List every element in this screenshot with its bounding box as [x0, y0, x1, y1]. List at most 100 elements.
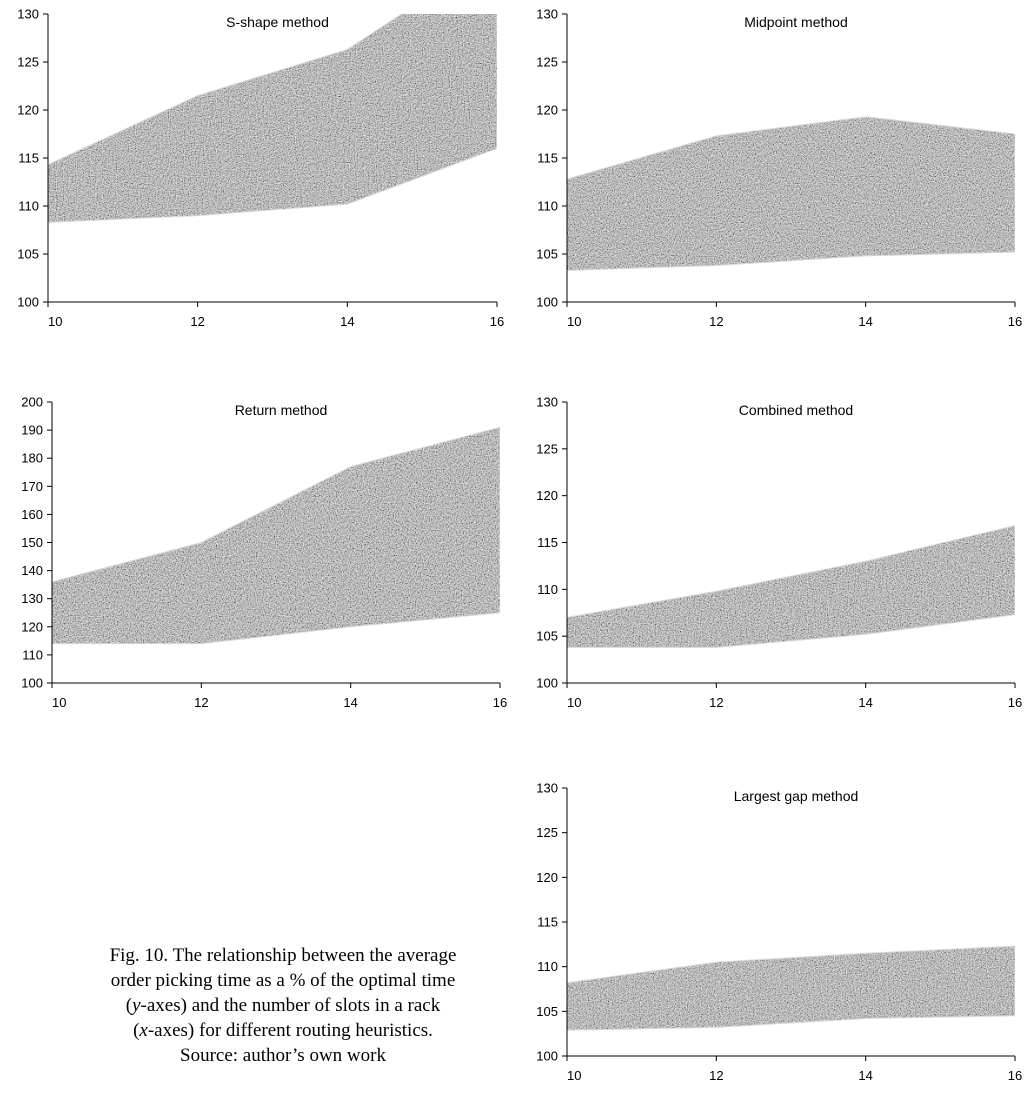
- caption-line-4: (x-axes) for different routing heuristic…: [58, 1018, 508, 1043]
- x-tick-label: 16: [490, 314, 504, 329]
- chart-svg: 100 105 110 115 120 125 130 10 12 14 16 Midpoint me…: [536, 7, 1022, 330]
- y-tick-label: 100: [536, 676, 558, 691]
- y-tick-label: 120: [536, 870, 558, 885]
- caption-line-5: Source: author’s own work: [180, 1045, 386, 1066]
- y-tick-label: 130: [536, 7, 558, 22]
- y-tick-label: 110: [537, 959, 558, 974]
- chart-return: 100 110 120 130 140 150 160 170 180 190 200 10 12 14 1…: [0, 380, 515, 725]
- range-band: [567, 402, 1015, 683]
- y-tick-label: 110: [22, 647, 43, 662]
- x-tick-label: 10: [567, 314, 581, 329]
- x-tick-label: 10: [48, 314, 62, 329]
- caption-line-4-post: -axes) for different routing heuristics.: [147, 1020, 433, 1041]
- y-tick-label: 130: [21, 591, 43, 606]
- caption-line-3-post: -axes) and the number of slots in a rack: [140, 995, 441, 1016]
- y-tick-label: 130: [536, 395, 558, 410]
- x-tick-label: 12: [709, 695, 723, 710]
- y-tick-label: 120: [536, 103, 558, 118]
- chart-title: Combined method: [739, 402, 853, 418]
- y-tick-label: 125: [536, 55, 558, 70]
- range-band: [48, 14, 497, 302]
- y-tick-label: 115: [537, 151, 558, 166]
- y-tick-label: 190: [21, 423, 43, 438]
- caption-line-4-pre: (: [133, 1020, 140, 1041]
- range-band-edge: [567, 116, 1015, 271]
- x-tick-label: 16: [493, 695, 507, 710]
- x-tick-label: 14: [858, 314, 872, 329]
- x-tick-label: 14: [858, 1068, 872, 1083]
- figure-caption: Fig. 10. The relationship between the av…: [58, 943, 508, 1068]
- x-tick-label: 12: [194, 695, 208, 710]
- range-band-texture: [48, 14, 497, 302]
- caption-line-3: (y-axes) and the number of slots in a ra…: [58, 993, 508, 1018]
- y-tick-label: 120: [17, 103, 39, 118]
- y-tick-label: 200: [21, 395, 43, 410]
- range-band-edge: [48, 14, 497, 223]
- y-tick-label: 105: [536, 1004, 558, 1019]
- y-tick-label: 105: [536, 247, 558, 262]
- range-band-edge: [567, 525, 1015, 648]
- y-tick-label: 115: [537, 915, 558, 930]
- caption-y-var: y: [132, 995, 141, 1016]
- y-tick-label: 100: [536, 1049, 558, 1064]
- x-tick-label: 10: [567, 695, 581, 710]
- range-band-edge: [567, 945, 1015, 1031]
- range-band-texture: [52, 402, 500, 683]
- range-band-texture: [567, 788, 1015, 1056]
- range-band: [52, 402, 500, 683]
- y-tick-label: 130: [536, 781, 558, 796]
- x-tick-label: 16: [1008, 314, 1022, 329]
- y-tick-label: 100: [17, 295, 39, 310]
- y-tick-label: 115: [18, 151, 39, 166]
- range-band-texture: [567, 14, 1015, 302]
- chart-title: Largest gap method: [734, 788, 859, 804]
- y-tick-label: 120: [536, 488, 558, 503]
- range-band: [567, 788, 1015, 1056]
- x-tick-label: 14: [858, 695, 872, 710]
- y-tick-label: 115: [537, 535, 558, 550]
- y-tick-label: 110: [537, 582, 558, 597]
- chart-s-shape: 100 105 110 115 120 125 130 10 12 14 16 S-shape met…: [0, 0, 515, 345]
- range-band: [567, 14, 1015, 302]
- y-tick-label: 125: [536, 825, 558, 840]
- y-tick-label: 105: [17, 247, 39, 262]
- x-tick-label: 12: [190, 314, 204, 329]
- x-tick-label: 10: [52, 695, 66, 710]
- y-tick-label: 110: [537, 199, 558, 214]
- x-tick-label: 12: [709, 314, 723, 329]
- x-tick-label: 12: [709, 1068, 723, 1083]
- y-tick-label: 125: [17, 55, 39, 70]
- x-tick-label: 16: [1008, 1068, 1022, 1083]
- y-tick-label: 130: [17, 7, 39, 22]
- chart-largest-gap: 100 105 110 115 120 125 130 10 12 14 16 Largest gap…: [518, 758, 1033, 1096]
- x-tick-label: 10: [567, 1068, 581, 1083]
- chart-title: Return method: [235, 402, 328, 418]
- y-tick-label: 150: [21, 535, 43, 550]
- y-tick-label: 125: [536, 441, 558, 456]
- caption-line-3-pre: (: [125, 995, 133, 1016]
- y-tick-label: 100: [536, 295, 558, 310]
- y-tick-label: 160: [21, 507, 43, 522]
- y-tick-label: 100: [21, 676, 43, 691]
- chart-svg: 100 105 110 115 120 125 130 10 12 14 16 Combined me…: [536, 395, 1022, 711]
- caption-line-2: order picking time as a % of the optimal…: [110, 970, 456, 991]
- y-tick-label: 170: [21, 479, 43, 494]
- chart-midpoint: 100 105 110 115 120 125 130 10 12 14 16 Midpoint me…: [518, 0, 1033, 345]
- x-tick-label: 14: [343, 695, 357, 710]
- caption-line-1: Fig. 10. The relationship between the av…: [109, 945, 457, 966]
- chart-title: S-shape method: [226, 14, 329, 30]
- y-tick-label: 140: [21, 563, 43, 578]
- y-tick-label: 180: [21, 451, 43, 466]
- caption-x-var: x: [139, 1020, 148, 1041]
- y-tick-label: 105: [536, 629, 558, 644]
- range-band-texture: [567, 402, 1015, 683]
- range-band-edge: [52, 426, 500, 645]
- chart-svg: 100 105 110 115 120 125 130 10 12 14 16 Largest gap…: [536, 781, 1022, 1084]
- chart-svg: 100 105 110 115 120 125 130 10 12 14 16 S-shape met…: [17, 7, 504, 330]
- x-tick-label: 14: [340, 314, 354, 329]
- chart-combined: 100 105 110 115 120 125 130 10 12 14 16 Combined me…: [518, 380, 1033, 725]
- x-tick-label: 16: [1008, 695, 1022, 710]
- y-tick-label: 120: [21, 619, 43, 634]
- y-tick-label: 110: [18, 199, 39, 214]
